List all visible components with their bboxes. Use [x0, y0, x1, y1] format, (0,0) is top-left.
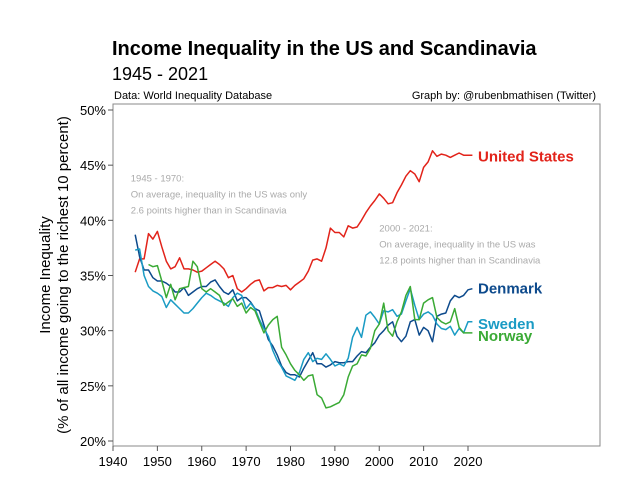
x-tick-label: 2000: [365, 454, 394, 469]
annotation-1-line: On average, inequality in the US was onl…: [131, 190, 308, 201]
series-label-united-states: United States: [478, 148, 574, 165]
series-line-denmark: [134, 234, 473, 378]
y-tick-label: 50%: [80, 103, 106, 118]
y-axis-label-line2: (% of all income going to the richest 10…: [55, 116, 72, 434]
x-tick-label: 1960: [187, 454, 216, 469]
x-tick-label: 1990: [320, 454, 349, 469]
chart-title: Income Inequality in the US and Scandina…: [112, 38, 537, 60]
annotation-2-line: 12.8 points higher than in Scandinavia: [379, 255, 541, 266]
y-tick-label: 35%: [80, 269, 106, 284]
x-tick-label: 1950: [143, 454, 172, 469]
y-tick-label: 40%: [80, 213, 106, 228]
x-tick-label: 1980: [276, 454, 305, 469]
x-tick-label: 2010: [409, 454, 438, 469]
series-label-denmark: Denmark: [478, 281, 543, 298]
annotation-2-line: On average, inequality in the US was: [379, 239, 536, 250]
chart-subtitle: 1945 - 2021: [112, 64, 208, 84]
series-line-sweden: [135, 248, 473, 382]
series-label-sweden: Sweden: [478, 316, 535, 333]
annotation-1-line: 2.6 points higher than in Scandinavia: [131, 206, 288, 217]
y-tick-label: 30%: [80, 324, 106, 339]
y-tick-label: 45%: [80, 158, 106, 173]
series-line-united-states: [134, 150, 473, 293]
annotation-1-line: 1945 - 1970:: [131, 174, 184, 185]
series-label-norway: Norway: [478, 328, 533, 345]
annotation-2-line: 2000 - 2021:: [379, 223, 432, 234]
series-line-norway: [148, 260, 473, 409]
graph-credit: Graph by: @rubenbmathisen (Twitter): [412, 90, 596, 102]
x-tick-label: 2020: [454, 454, 483, 469]
x-tick-label: 1940: [99, 454, 128, 469]
y-tick-label: 20%: [80, 434, 106, 449]
x-tick-label: 1970: [232, 454, 261, 469]
y-axis-label-line1: Income Inequality: [37, 216, 54, 334]
data-source: Data: World Inequality Database: [114, 90, 272, 102]
y-tick-label: 25%: [80, 379, 106, 394]
